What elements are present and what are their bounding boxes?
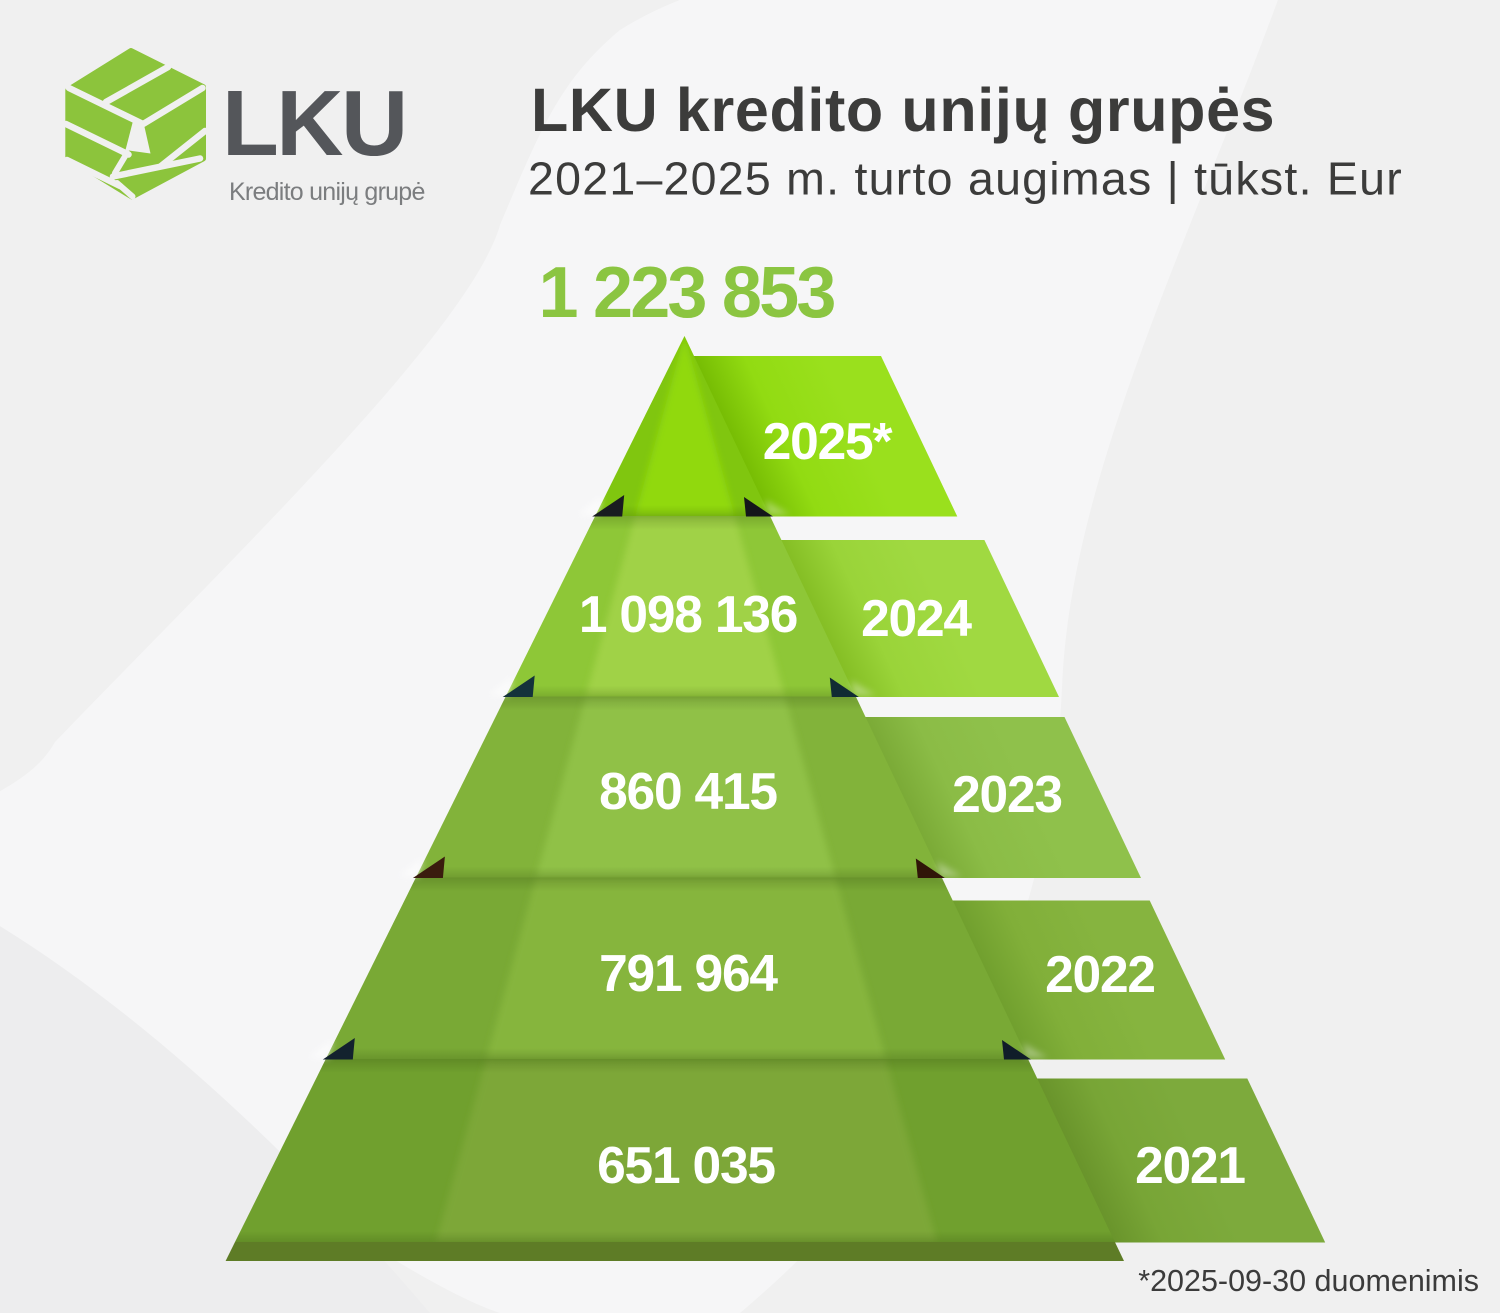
svg-text:791 964: 791 964 <box>599 944 778 1002</box>
svg-text:2021–2025 m. turto augimas | t: 2021–2025 m. turto augimas | tūkst. Eur <box>528 153 1403 205</box>
svg-text:1 223 853: 1 223 853 <box>539 253 835 333</box>
svg-text:*2025-09-30 duomenimis: *2025-09-30 duomenimis <box>1138 1264 1479 1298</box>
svg-text:LKU kredito unijų grupės: LKU kredito unijų grupės <box>531 76 1275 144</box>
svg-text:2022: 2022 <box>1045 945 1155 1003</box>
svg-text:860 415: 860 415 <box>599 762 777 820</box>
svg-text:1 098 136: 1 098 136 <box>579 585 797 643</box>
svg-text:2021: 2021 <box>1135 1136 1245 1194</box>
svg-text:2023: 2023 <box>952 765 1062 823</box>
svg-text:Kredito unijų grupė: Kredito unijų grupė <box>229 178 425 206</box>
svg-text:651 035: 651 035 <box>597 1136 775 1194</box>
svg-text:2024: 2024 <box>861 589 972 647</box>
svg-text:2025*: 2025* <box>763 412 893 470</box>
svg-text:LKU: LKU <box>222 71 406 175</box>
